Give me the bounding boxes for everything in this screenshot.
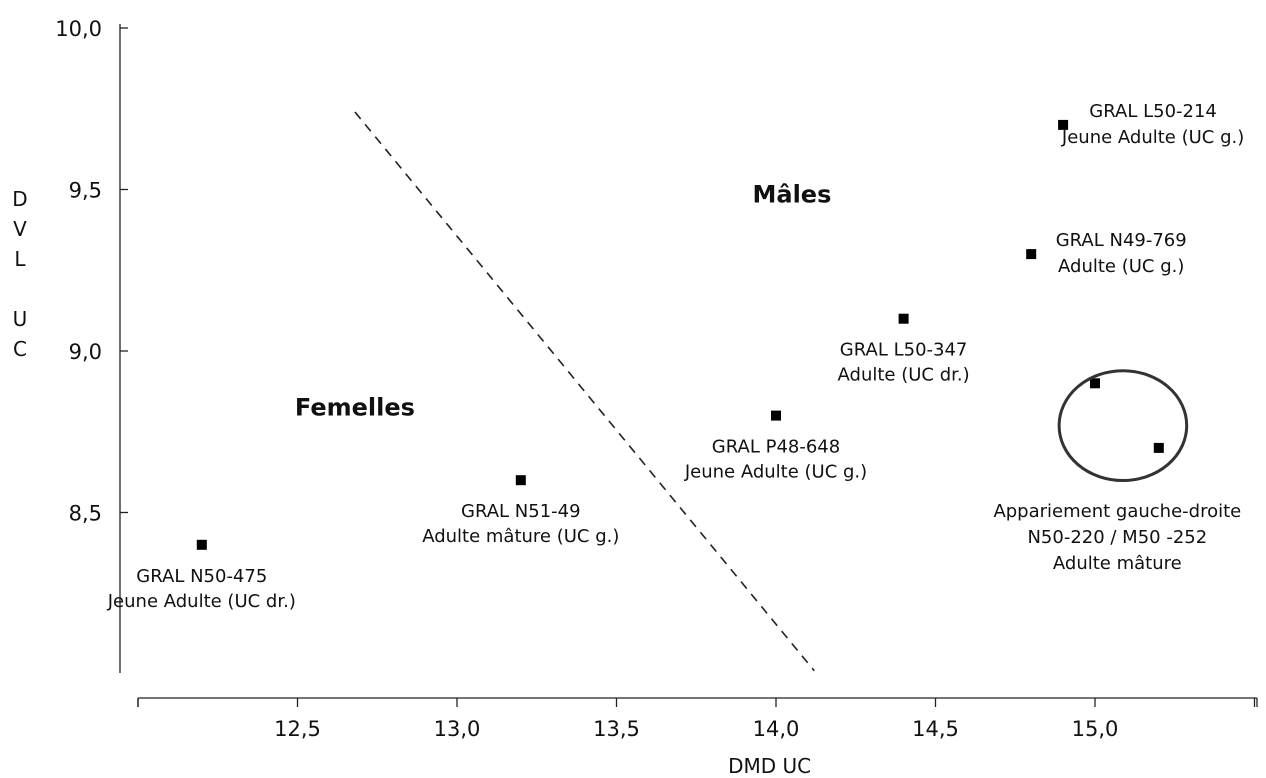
data-point [1026,249,1037,260]
data-point-label: GRAL P48-648 [712,437,840,458]
y-tick-label: 9,5 [69,179,102,203]
y-tick-label: 10,0 [55,17,102,41]
pair-annotation-label: Appariement gauche-droite [993,501,1241,522]
data-point-label: GRAL L50-214 [1089,101,1217,122]
pair-annotation-group: Appariement gauche-droite N50-220 / M50 -… [993,369,1241,574]
y-tick-label: 8,5 [69,502,102,526]
data-points: GRAL N50-475 Jeune Adulte (UC dr.) GRAL N5… [107,101,1245,612]
data-point-label: Adulte (UC dr.) [838,365,970,386]
data-point-label: GRAL N50-475 [136,566,267,587]
data-point [1153,442,1164,453]
data-point-label: Adulte mâture (UC g.) [422,526,619,547]
data-point [1058,119,1069,130]
data-point-label: Adulte (UC g.) [1058,256,1184,277]
data-point [898,313,909,324]
data-point-label: GRAL N49-769 [1056,230,1187,251]
y-axis-title-line: D [12,187,27,211]
data-point-label: Jeune Adulte (UC g.) [1061,127,1244,148]
data-point-label: GRAL L50-347 [840,340,968,361]
x-tick-label: 15,0 [1072,717,1119,741]
pair-ellipse [1057,369,1189,483]
pair-annotation-label: Adulte mâture [1053,553,1182,574]
x-tick-label: 14,5 [912,717,959,741]
separator-line-group [354,111,815,672]
x-tick-label: 13,0 [434,717,481,741]
axes: 8,5 9,0 9,5 10,0 12,5 13,0 13,5 14,0 14,5 15,0 DMD… [12,17,1258,778]
x-tick-label: 14,0 [753,717,800,741]
x-tick-label: 13,5 [593,717,640,741]
data-point-label: GRAL N51-49 [461,501,581,522]
data-point-label: Jeune Adulte (UC g.) [684,462,867,483]
y-axis-title-line: U [13,307,28,331]
x-tick-label: 12,5 [274,717,321,741]
y-axis-title-line: V [13,217,27,241]
separator-dashed-line [354,111,815,672]
data-point [515,475,526,486]
y-axis-title-line: C [13,337,27,361]
pair-annotation-label: N50-220 / M50 -252 [1027,527,1207,548]
y-axis-title-line [17,277,23,301]
group-label: Mâles [753,180,832,208]
y-axis-title-line: L [14,247,26,271]
group-labels: Mâles Femelles [295,180,831,421]
x-axis-title: DMD UC [728,754,811,778]
data-point [196,539,207,550]
data-point [771,410,781,421]
y-tick-label: 9,0 [69,340,102,364]
group-label: Femelles [295,394,415,422]
data-point [1090,378,1100,389]
data-point-label: Jeune Adulte (UC dr.) [107,591,296,612]
